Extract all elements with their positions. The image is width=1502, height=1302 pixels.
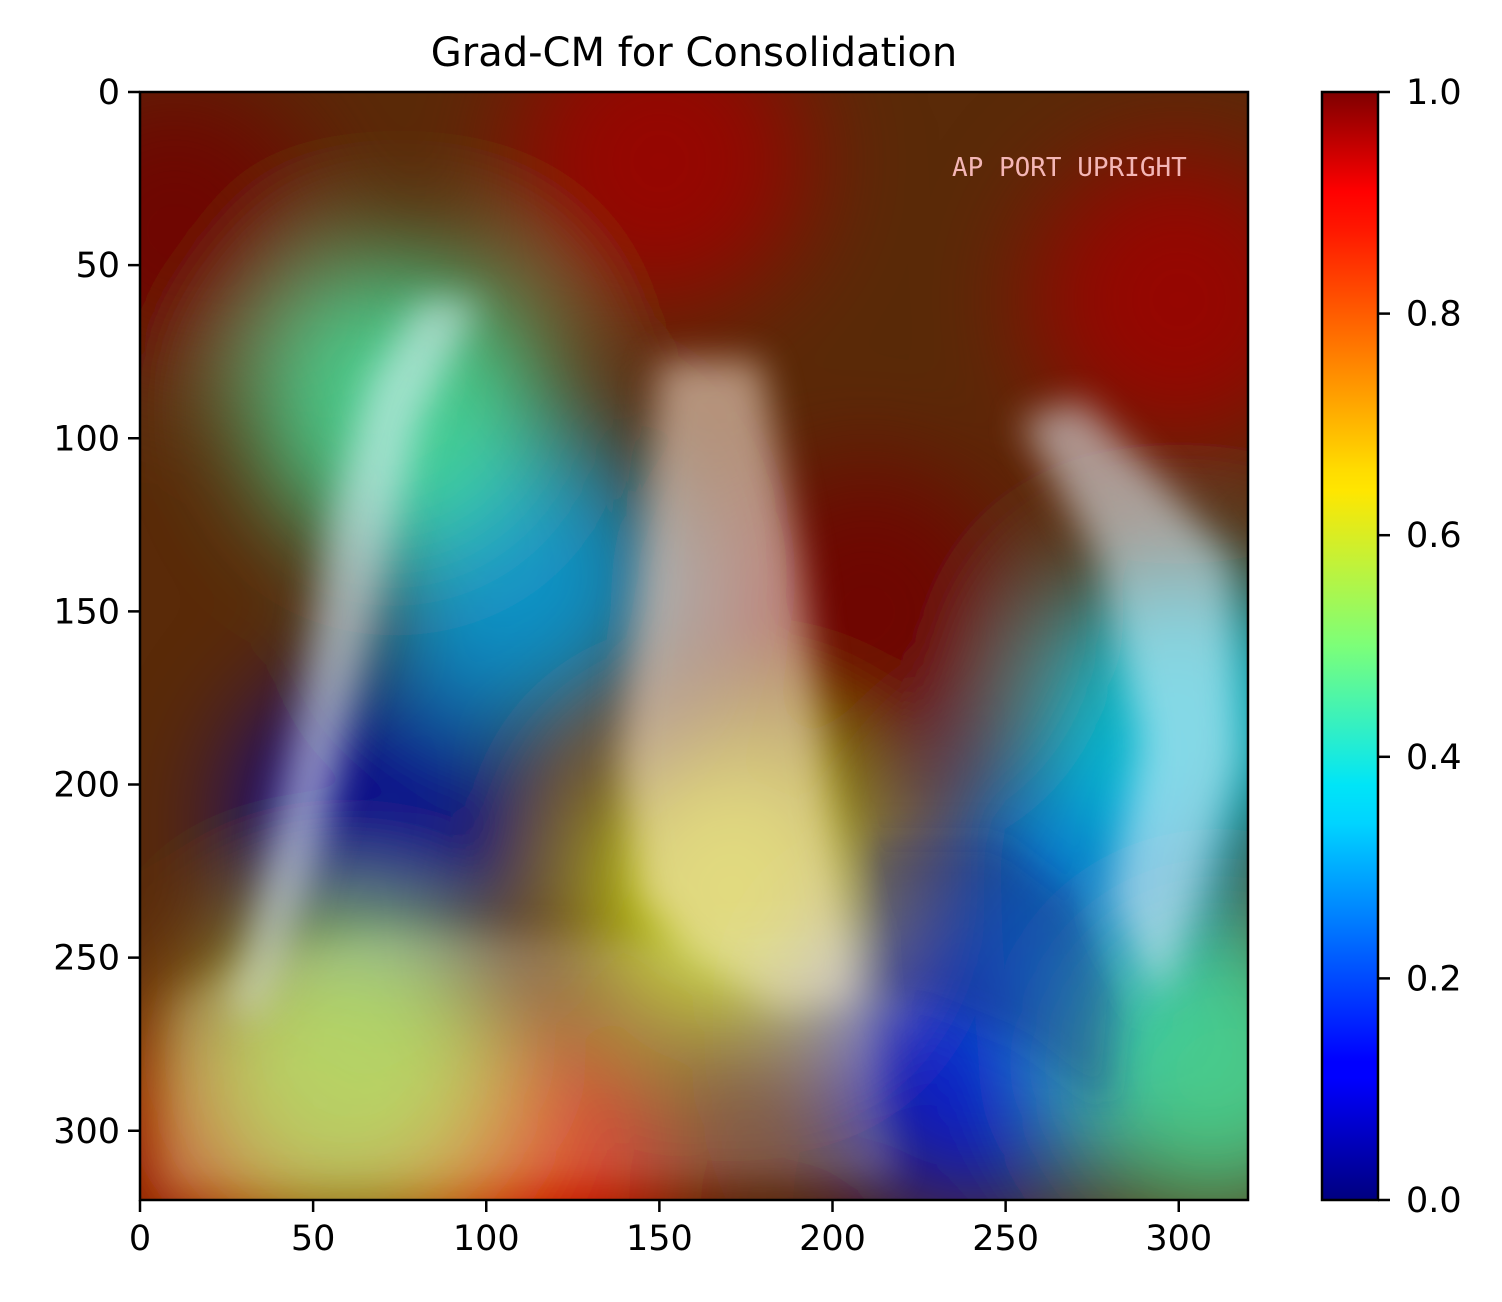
colorbar-tick-label: 0.2 bbox=[1406, 959, 1462, 999]
y-tick-label: 0 bbox=[98, 73, 120, 113]
x-tick-label: 250 bbox=[972, 1219, 1039, 1259]
heatmap-plot: AP PORT UPRIGHT bbox=[140, 92, 1248, 1200]
y-tick-label: 150 bbox=[53, 592, 120, 632]
colorbar-tick-label: 1.0 bbox=[1406, 73, 1462, 113]
y-tick-label: 250 bbox=[53, 939, 120, 979]
colorbar-tick-label: 0.0 bbox=[1406, 1181, 1462, 1221]
x-tick-label: 0 bbox=[129, 1219, 151, 1259]
lower-right-dark bbox=[860, 840, 1120, 1110]
xray-overlay bbox=[160, 300, 1240, 1190]
colorbar-ticks: 0.0 0.2 0.4 0.6 0.8 1.0 bbox=[1378, 73, 1462, 1221]
y-tick-label: 100 bbox=[53, 419, 120, 459]
y-tick-label: 300 bbox=[53, 1112, 120, 1152]
heat-region-6 bbox=[1028, 149, 1248, 450]
colorbar-tick-label: 0.4 bbox=[1406, 738, 1462, 778]
image-annotation: AP PORT UPRIGHT bbox=[952, 153, 1187, 183]
heat-region-4 bbox=[509, 92, 810, 312]
x-tick-label: 200 bbox=[799, 1219, 866, 1259]
y-tick-label: 50 bbox=[75, 246, 120, 286]
colorbar bbox=[1320, 90, 1380, 1202]
heat-region-5 bbox=[140, 92, 325, 381]
y-tick-label: 200 bbox=[53, 766, 120, 806]
x-tick-label: 150 bbox=[626, 1219, 693, 1259]
colorbar-tick-label: 0.8 bbox=[1406, 295, 1462, 335]
colorbar-tick-label: 0.6 bbox=[1406, 516, 1462, 556]
x-tick-label: 100 bbox=[453, 1219, 520, 1259]
right-lung-edge bbox=[1020, 400, 1240, 1000]
x-tick-label: 50 bbox=[291, 1219, 336, 1259]
plot-frame bbox=[138, 90, 1250, 1202]
y-axis: 0 50 100 150 200 250 300 bbox=[53, 73, 140, 1152]
mediastinum bbox=[620, 360, 860, 1010]
lower-left-region bbox=[160, 930, 900, 1190]
x-axis: 0 50 100 150 200 250 300 bbox=[129, 1200, 1212, 1259]
x-tick-label: 300 bbox=[1145, 1219, 1212, 1259]
left-lung-edge bbox=[230, 300, 480, 1020]
chart-title: Grad-CM for Consolidation bbox=[431, 30, 957, 76]
